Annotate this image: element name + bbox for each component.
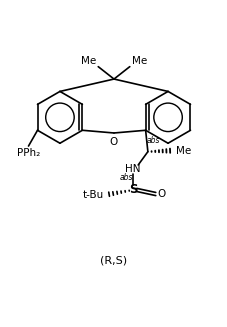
Text: O: O (157, 189, 165, 199)
Text: t-Bu: t-Bu (82, 190, 104, 200)
Text: abs: abs (119, 173, 133, 182)
Text: S: S (128, 183, 137, 197)
Text: Me: Me (131, 56, 147, 65)
Text: HN: HN (125, 164, 140, 174)
Text: (R,S): (R,S) (100, 255, 127, 265)
Text: Me: Me (175, 146, 190, 156)
Text: abs: abs (146, 136, 160, 145)
Text: Me: Me (80, 56, 96, 65)
Text: PPh₂: PPh₂ (17, 148, 40, 158)
Text: O: O (109, 137, 118, 146)
